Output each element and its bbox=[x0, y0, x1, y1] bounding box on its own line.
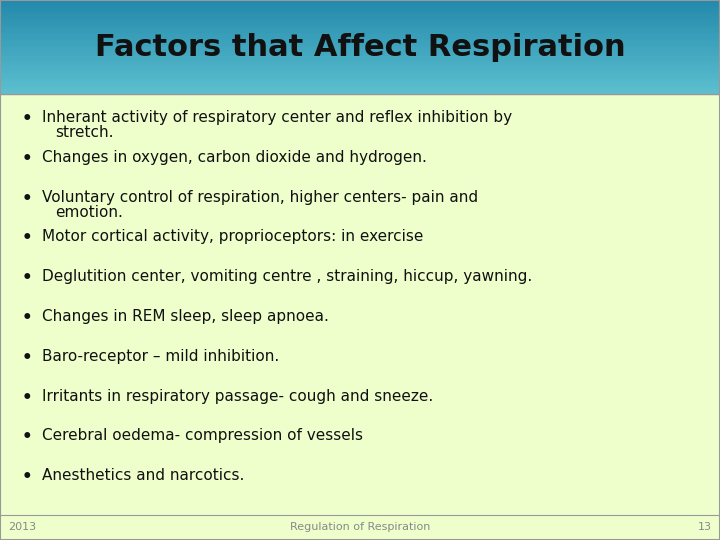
Bar bbox=[0, 58, 720, 61]
Text: •: • bbox=[22, 389, 32, 407]
Bar bbox=[0, 18, 720, 21]
Bar bbox=[0, 34, 720, 38]
Text: •: • bbox=[22, 468, 32, 486]
Text: •: • bbox=[22, 190, 32, 207]
Bar bbox=[0, 94, 720, 515]
Text: Changes in REM sleep, sleep apnoea.: Changes in REM sleep, sleep apnoea. bbox=[42, 309, 329, 324]
Text: emotion.: emotion. bbox=[55, 205, 123, 220]
Text: 13: 13 bbox=[698, 522, 712, 532]
Text: Motor cortical activity, proprioceptors: in exercise: Motor cortical activity, proprioceptors:… bbox=[42, 230, 423, 245]
Bar bbox=[0, 49, 720, 52]
Bar bbox=[0, 53, 720, 56]
Text: Cerebral oedema- compression of vessels: Cerebral oedema- compression of vessels bbox=[42, 428, 363, 443]
Bar bbox=[0, 89, 720, 92]
Bar bbox=[0, 2, 720, 5]
Bar bbox=[0, 13, 720, 16]
Bar bbox=[0, 16, 720, 19]
Bar bbox=[0, 41, 720, 45]
Bar bbox=[0, 77, 720, 80]
Bar bbox=[0, 32, 720, 35]
Bar bbox=[0, 67, 720, 71]
Text: •: • bbox=[22, 110, 32, 128]
Bar bbox=[0, 72, 720, 75]
Text: •: • bbox=[22, 150, 32, 168]
Text: •: • bbox=[22, 428, 32, 447]
Text: Voluntary control of respiration, higher centers- pain and: Voluntary control of respiration, higher… bbox=[42, 190, 478, 205]
Bar bbox=[0, 51, 720, 54]
Text: Irritants in respiratory passage- cough and sneeze.: Irritants in respiratory passage- cough … bbox=[42, 389, 433, 403]
Bar bbox=[0, 11, 720, 14]
Bar bbox=[0, 65, 720, 68]
Bar bbox=[0, 84, 720, 87]
Bar bbox=[0, 30, 720, 33]
Bar bbox=[0, 23, 720, 26]
Bar bbox=[0, 6, 720, 9]
Bar bbox=[0, 44, 720, 47]
Bar bbox=[0, 0, 720, 2]
Bar bbox=[0, 46, 720, 49]
Bar bbox=[0, 25, 720, 28]
Text: •: • bbox=[22, 269, 32, 287]
Bar bbox=[0, 9, 720, 12]
Bar bbox=[0, 91, 720, 94]
Bar bbox=[0, 27, 720, 31]
Bar bbox=[0, 74, 720, 78]
Text: •: • bbox=[22, 349, 32, 367]
Text: Factors that Affect Respiration: Factors that Affect Respiration bbox=[95, 32, 625, 62]
Text: Inherant activity of respiratory center and reflex inhibition by: Inherant activity of respiratory center … bbox=[42, 110, 512, 125]
Bar bbox=[0, 81, 720, 85]
Bar bbox=[0, 86, 720, 89]
Bar bbox=[0, 70, 720, 73]
Bar bbox=[0, 37, 720, 40]
Text: 2013: 2013 bbox=[8, 522, 36, 532]
Bar bbox=[0, 56, 720, 59]
Bar bbox=[0, 4, 720, 7]
Text: Changes in oxygen, carbon dioxide and hydrogen.: Changes in oxygen, carbon dioxide and hy… bbox=[42, 150, 427, 165]
Text: Regulation of Respiration: Regulation of Respiration bbox=[290, 522, 430, 532]
Text: •: • bbox=[22, 230, 32, 247]
Text: •: • bbox=[22, 309, 32, 327]
Text: stretch.: stretch. bbox=[55, 125, 114, 140]
Text: Deglutition center, vomiting centre , straining, hiccup, yawning.: Deglutition center, vomiting centre , st… bbox=[42, 269, 532, 284]
Bar bbox=[0, 20, 720, 24]
Bar bbox=[0, 39, 720, 42]
Bar bbox=[0, 60, 720, 63]
Bar bbox=[0, 63, 720, 66]
Text: Baro-receptor – mild inhibition.: Baro-receptor – mild inhibition. bbox=[42, 349, 279, 364]
Bar bbox=[0, 79, 720, 82]
Text: Anesthetics and narcotics.: Anesthetics and narcotics. bbox=[42, 468, 244, 483]
